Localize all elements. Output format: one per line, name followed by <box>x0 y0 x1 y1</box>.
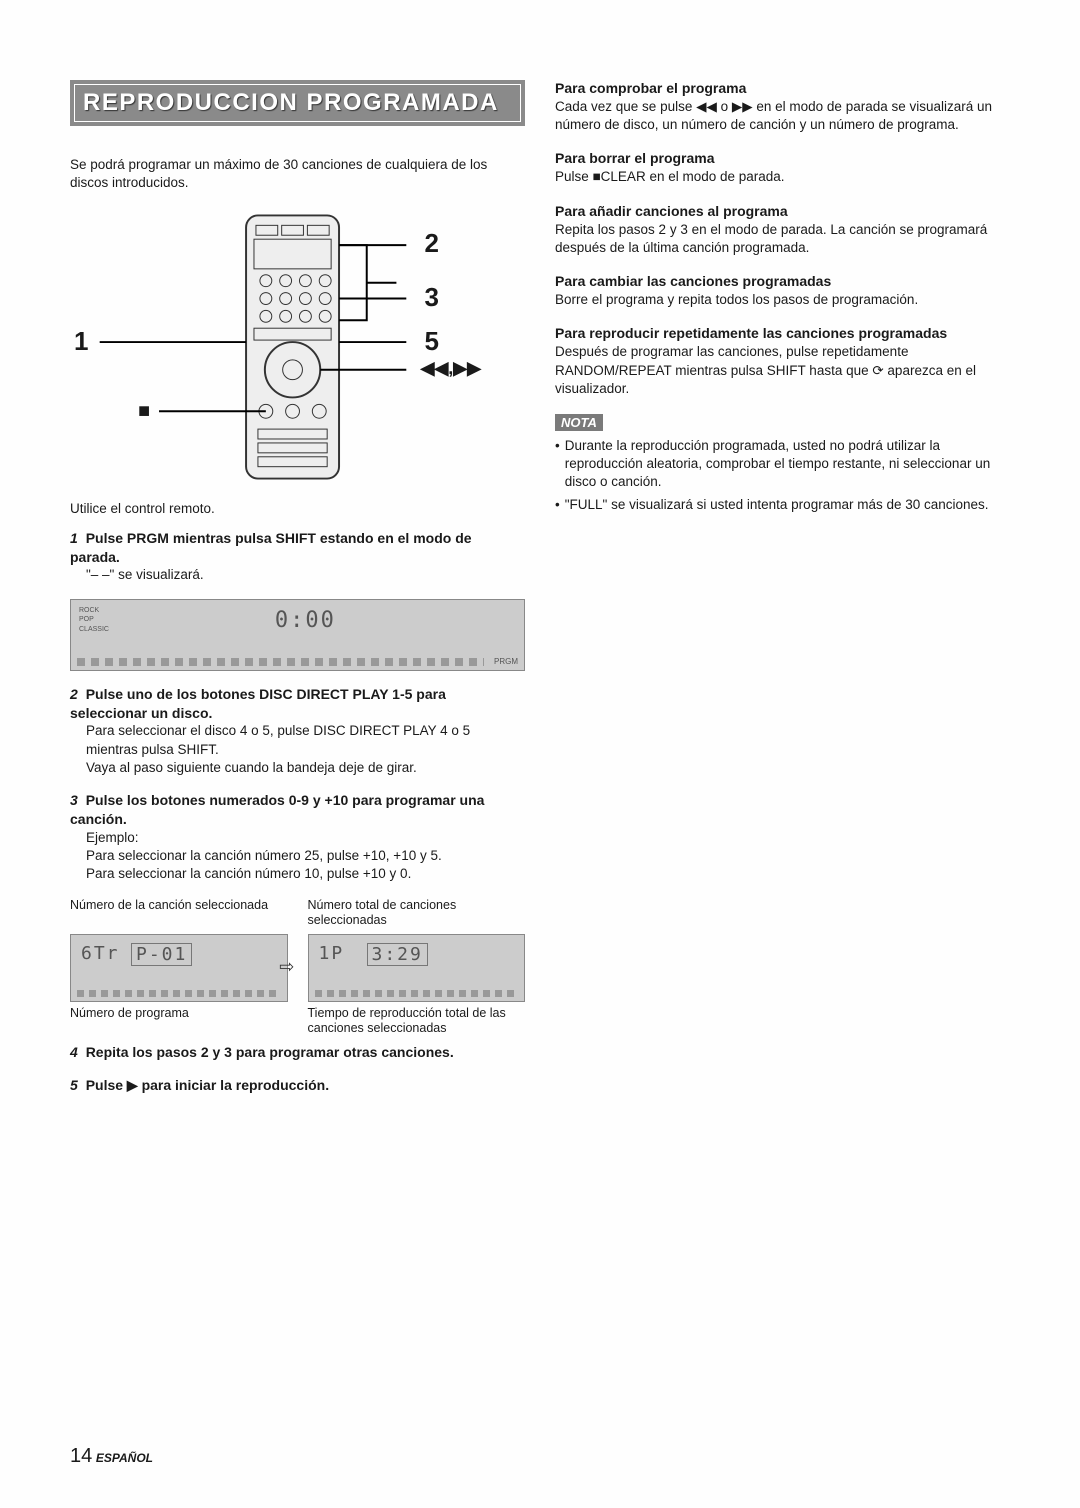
lcd-left-d1: 6Tr <box>81 943 120 964</box>
lcd-left-caption-top: Número de la canción seleccionada <box>70 898 288 930</box>
step-3-head: 3 Pulse los botones numerados 0-9 y +10 … <box>70 791 525 829</box>
sec-cambiar-body: Borre el programa y repita todos los pas… <box>555 291 1010 309</box>
step-5: 5 Pulse ▶ para iniciar la reproducción. <box>70 1076 525 1095</box>
nota-block: NOTA • Durante la reproducción programad… <box>555 414 1010 514</box>
step-1-head: 1 Pulse PRGM mientras pulsa SHIFT estand… <box>70 529 525 567</box>
callout-stop-icon: ■ <box>138 400 150 423</box>
step-1-title: Pulse PRGM mientras pulsa SHIFT estando … <box>70 530 472 565</box>
step-3-num: 3 <box>70 792 78 808</box>
sec-anadir-body: Repita los pasos 2 y 3 en el modo de par… <box>555 221 1010 257</box>
step-3: 3 Pulse los botones numerados 0-9 y +10 … <box>70 791 525 883</box>
sec-borrar-head: Para borrar el programa <box>555 150 1010 166</box>
lcd1-label-classic: CLASSIC <box>79 625 109 635</box>
sec-cambiar-head: Para cambiar las canciones programadas <box>555 273 1010 289</box>
lcd1-label-pop: POP <box>79 615 109 625</box>
step-3-title: Pulse los botones numerados 0-9 y +10 pa… <box>70 792 484 827</box>
lcd-display-1: ROCK POP CLASSIC 0:00 PRGM <box>70 599 525 671</box>
lcd1-digits: 0:00 <box>275 608 336 633</box>
lcd-left-bar <box>77 990 281 997</box>
intro-text: Se podrá programar un máximo de 30 canci… <box>70 156 525 192</box>
sec-comprobar-body: Cada vez que se pulse ◀◀ o ▶▶ en el modo… <box>555 98 1010 134</box>
page-title: REPRODUCCION PROGRAMADA <box>83 89 512 117</box>
step-2-body: Para seleccionar el disco 4 o 5, pulse D… <box>70 722 525 777</box>
right-column: Para comprobar el programa Cada vez que … <box>555 80 1010 1109</box>
step-5-head: 5 Pulse ▶ para iniciar la reproducción. <box>70 1076 525 1095</box>
step-1-num: 1 <box>70 530 78 546</box>
page-lang: ESPAÑOL <box>96 1451 153 1465</box>
lcd-right-bar <box>315 990 519 997</box>
step-4-num: 4 <box>70 1044 78 1060</box>
callout-3: 3 <box>425 282 439 313</box>
lcd-right-caption-top: Número total de canciones seleccionadas <box>308 898 526 930</box>
title-block: REPRODUCCION PROGRAMADA <box>70 80 525 126</box>
step-2-head: 2 Pulse uno de los botones DISC DIRECT P… <box>70 685 525 723</box>
lcd1-track-bar <box>77 658 484 666</box>
step-2: 2 Pulse uno de los botones DISC DIRECT P… <box>70 685 525 777</box>
lcd-right-col: Número total de canciones seleccionadas … <box>308 898 526 1037</box>
callout-5: 5 <box>425 326 439 357</box>
callout-seek-icon: ◀◀,▶▶ <box>421 358 481 379</box>
step-4-head: 4 Repita los pasos 2 y 3 para programar … <box>70 1043 525 1062</box>
lcd-right-d2: 3:29 <box>367 943 428 966</box>
callout-2: 2 <box>425 228 439 259</box>
page-footer: 14 ESPAÑOL <box>70 1445 153 1468</box>
step-2-title: Pulse uno de los botones DISC DIRECT PLA… <box>70 686 446 721</box>
step-5-num: 5 <box>70 1077 78 1093</box>
lcd-left-col: Número de la canción seleccionada 6Tr P-… <box>70 898 288 1037</box>
sec-repetir: Para reproducir repetidamente las cancio… <box>555 325 1010 398</box>
step-4: 4 Repita los pasos 2 y 3 para programar … <box>70 1043 525 1062</box>
step-5-title: Pulse ▶ para iniciar la reproducción. <box>86 1077 329 1093</box>
sec-anadir-head: Para añadir canciones al programa <box>555 203 1010 219</box>
step-4-title: Repita los pasos 2 y 3 para programar ot… <box>86 1044 454 1060</box>
sec-comprobar: Para comprobar el programa Cada vez que … <box>555 80 1010 134</box>
title-inner: REPRODUCCION PROGRAMADA <box>74 84 521 122</box>
lcd-left: 6Tr P-01 <box>70 934 288 1002</box>
left-column: REPRODUCCION PROGRAMADA Se podrá program… <box>70 80 525 1109</box>
lcd1-prgm: PRGM <box>494 657 518 666</box>
sec-repetir-head: Para reproducir repetidamente las cancio… <box>555 325 1010 341</box>
sec-comprobar-head: Para comprobar el programa <box>555 80 1010 96</box>
step-1: 1 Pulse PRGM mientras pulsa SHIFT estand… <box>70 529 525 585</box>
lcd-pair: Número de la canción seleccionada 6Tr P-… <box>70 898 525 1037</box>
under-remote: Utilice el control remoto. <box>70 500 525 518</box>
nota-label: NOTA <box>555 414 603 431</box>
callout-1: 1 <box>74 326 88 357</box>
step-1-body: "– –" se visualizará. <box>70 566 525 584</box>
sec-anadir: Para añadir canciones al programa Repita… <box>555 203 1010 257</box>
sec-borrar-body: Pulse ■CLEAR en el modo de parada. <box>555 168 1010 186</box>
sec-cambiar: Para cambiar las canciones programadas B… <box>555 273 1010 309</box>
bullet-icon: • <box>555 437 560 492</box>
page-number: 14 <box>70 1445 92 1467</box>
lcd1-label-rock: ROCK <box>79 606 109 616</box>
remote-svg <box>70 202 525 492</box>
step-2-num: 2 <box>70 686 78 702</box>
lcd-right: 1P 3:29 <box>308 934 526 1002</box>
sec-repetir-body: Después de programar las canciones, puls… <box>555 343 1010 398</box>
nota-item-2: • "FULL" se visualizará si usted intenta… <box>555 496 1010 514</box>
sec-borrar: Para borrar el programa Pulse ■CLEAR en … <box>555 150 1010 186</box>
remote-diagram: 1 ■ 2 3 5 ◀◀,▶▶ <box>70 202 525 492</box>
lcd-right-caption-bot: Tiempo de reproducción total de las canc… <box>308 1006 526 1037</box>
lcd-left-caption-bot: Número de programa <box>70 1006 288 1022</box>
nota-item-1-text: Durante la reproducción programada, uste… <box>565 437 1010 492</box>
nota-item-2-text: "FULL" se visualizará si usted intenta p… <box>565 496 989 514</box>
nota-item-1: • Durante la reproducción programada, us… <box>555 437 1010 492</box>
lcd-left-d2: P-01 <box>131 943 192 966</box>
page-columns: REPRODUCCION PROGRAMADA Se podrá program… <box>70 80 1010 1109</box>
arrow-icon: ⇨ <box>279 957 294 978</box>
lcd-right-d1: 1P <box>319 943 345 964</box>
step-3-body: Ejemplo: Para seleccionar la canción núm… <box>70 829 525 884</box>
bullet-icon: • <box>555 496 560 514</box>
